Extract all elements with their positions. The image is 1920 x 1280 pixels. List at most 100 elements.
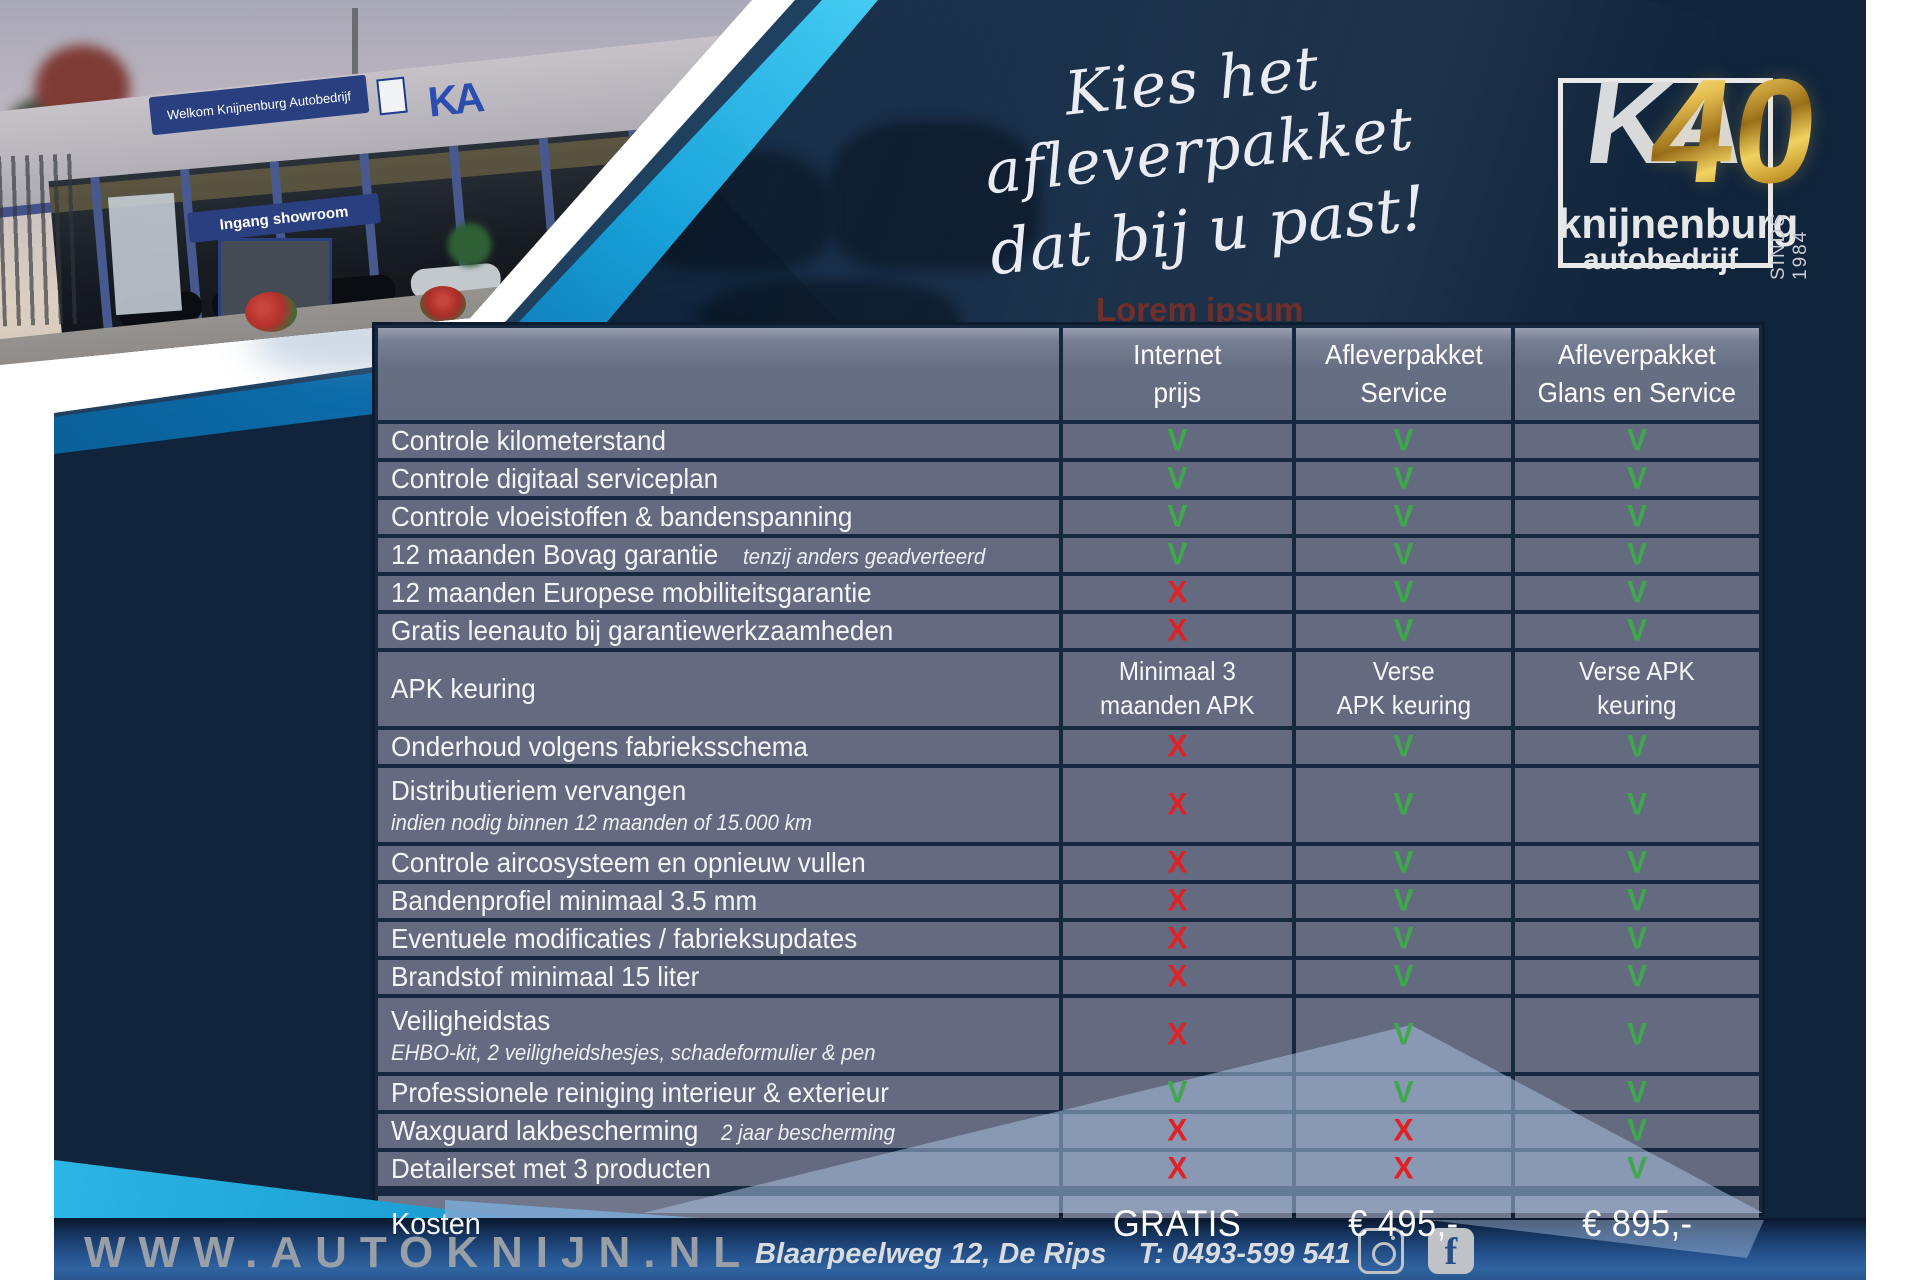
table-cell: V xyxy=(1295,845,1512,880)
table-cell: V xyxy=(1063,537,1292,572)
cross-icon: X xyxy=(1167,729,1188,764)
row-note: 2 jaar bescherming xyxy=(721,1120,896,1145)
table-cell: Detailerset met 3 producten xyxy=(378,1152,1060,1186)
table-cell: 12 maanden Europese mobiliteitsgarantie xyxy=(378,576,1060,610)
table-cell: Controle kilometerstand xyxy=(378,424,1060,458)
table-cell: X xyxy=(1295,1151,1512,1186)
table-cell: Bandenprofiel minimaal 3.5 mm xyxy=(378,884,1060,918)
table-cell: Distributieriem vervangen indien nodig bi… xyxy=(378,768,1060,842)
table-cell: X xyxy=(1063,845,1292,880)
table-cell: V xyxy=(1515,921,1759,956)
flower-basket xyxy=(245,292,297,332)
check-icon: V xyxy=(1627,537,1648,572)
header-row: Internet prijs Afleverpakket Service Aflev… xyxy=(378,328,1759,420)
cell-text: Verse APK keuring xyxy=(1336,656,1471,720)
table-row: Controle vloeistoffen & bandenspanning V V… xyxy=(378,499,1759,534)
table-cell: Onderhoud volgens fabrieksschema xyxy=(378,730,1060,764)
check-icon: V xyxy=(1627,461,1648,496)
table-cell: V xyxy=(1295,729,1512,764)
table-cell: X xyxy=(1295,1113,1512,1148)
table-cell: V xyxy=(1515,1113,1759,1148)
table-cell: V xyxy=(1515,499,1759,534)
table-cell: Afleverpakket Glans en Service xyxy=(1515,328,1759,420)
table-cell: Eventuele modificaties / fabrieksupdates xyxy=(378,922,1060,956)
table-row: Controle aircosysteem en opnieuw vullen X… xyxy=(378,845,1759,880)
check-icon: V xyxy=(1393,461,1414,496)
table-row: 12 maanden Bovag garantie tenzij anders … xyxy=(378,537,1759,572)
table-row: Controle digitaal serviceplan V V V xyxy=(378,461,1759,496)
check-icon: V xyxy=(1627,613,1648,648)
table-row: Distributieriem vervangen indien nodig bi… xyxy=(378,768,1759,842)
table-cell xyxy=(378,328,1060,420)
check-icon: V xyxy=(1627,787,1648,822)
cross-icon: X xyxy=(1167,1113,1188,1148)
table-cell: X xyxy=(1063,959,1292,994)
check-icon: V xyxy=(1393,613,1414,648)
package-comparison-table: Internet prijs Afleverpakket Service Aflev… xyxy=(372,322,1765,1252)
table-row: Detailerset met 3 producten X X V xyxy=(378,1151,1759,1186)
check-icon: V xyxy=(1167,423,1188,458)
table-cell: V xyxy=(1063,423,1292,458)
check-icon: V xyxy=(1627,1151,1648,1186)
row-note: tenzij anders geadverteerd xyxy=(742,544,986,569)
address-text: Blaarpeelweg 12, De Rips xyxy=(755,1238,1107,1270)
instagram-icon[interactable] xyxy=(1358,1228,1404,1274)
flower-basket xyxy=(420,286,466,322)
cross-icon: X xyxy=(1393,1151,1414,1186)
row-label: Distributieriem vervangen xyxy=(391,774,687,806)
logo-frame xyxy=(1558,78,1773,268)
right-white-strip xyxy=(1866,0,1920,1280)
table-cell: V xyxy=(1295,575,1512,610)
table-body: Internet prijs Afleverpakket Service Aflev… xyxy=(378,328,1759,1252)
check-icon: V xyxy=(1627,729,1648,764)
instagram-lens xyxy=(1372,1242,1396,1266)
table-cell: X xyxy=(1063,883,1292,918)
check-icon: V xyxy=(1393,575,1414,610)
logo-since-text: SINDS 1984 xyxy=(1768,211,1811,280)
table-row: Bandenprofiel minimaal 3.5 mm X V V xyxy=(378,883,1759,918)
table-cell: Controle aircosysteem en opnieuw vullen xyxy=(378,846,1060,880)
table-cell: V xyxy=(1295,921,1512,956)
check-icon: V xyxy=(1627,921,1648,956)
row-label: Controle vloeistoffen & bandenspanning xyxy=(391,501,853,532)
check-icon: V xyxy=(1167,537,1188,572)
table-cell: V xyxy=(1515,613,1759,648)
row-label: Controle kilometerstand xyxy=(391,425,667,456)
table-cell: Controle vloeistoffen & bandenspanning xyxy=(378,500,1060,534)
table-cell: X xyxy=(1063,998,1292,1072)
check-icon: V xyxy=(1393,729,1414,764)
check-icon: V xyxy=(1167,461,1188,496)
row-label: Gratis leenauto bij garantiewerkzaamhede… xyxy=(391,615,894,646)
table-cell: V xyxy=(1515,1151,1759,1186)
table-cell: APK keuring xyxy=(378,652,1060,726)
facade-ka-logo: KA xyxy=(425,73,483,126)
facebook-icon[interactable]: f xyxy=(1428,1228,1474,1274)
kosten-value: € 495,- xyxy=(1348,1203,1459,1244)
cell-text: Minimaal 3 maanden APK xyxy=(1100,656,1255,720)
table-cell: V xyxy=(1063,1075,1292,1110)
row-label: Onderhoud volgens fabrieksschema xyxy=(391,731,808,762)
table-cell: V xyxy=(1515,768,1759,842)
logo-company-sub: autobedrijf xyxy=(1583,243,1738,276)
logo-company-name: knijnenburg xyxy=(1558,200,1799,247)
cross-icon: X xyxy=(1167,1151,1188,1186)
check-icon: V xyxy=(1393,787,1414,822)
welcome-sign-text: Welkom Knijnenburg Autobedrijf xyxy=(166,87,352,123)
cross-icon: X xyxy=(1167,613,1188,648)
kosten-value: € 895,- xyxy=(1581,1203,1693,1244)
check-icon: V xyxy=(1393,959,1414,994)
table-row: Controle kilometerstand V V V xyxy=(378,423,1759,458)
check-icon: V xyxy=(1627,1075,1648,1110)
check-icon: V xyxy=(1393,423,1414,458)
check-icon: V xyxy=(1393,1017,1414,1052)
table-cell: V xyxy=(1295,998,1512,1072)
fence xyxy=(0,153,83,327)
table-cell: V xyxy=(1295,499,1512,534)
website-link[interactable]: WWW.AUTOKNIJN.NL xyxy=(84,1228,754,1277)
table-cell: V xyxy=(1295,959,1512,994)
table-row: Veiligheidstas EHBO-kit, 2 veiligheidshes… xyxy=(378,998,1759,1072)
table-cell: Verse APK keuring xyxy=(1515,652,1759,726)
row-label: Waxguard lakbescherming xyxy=(391,1115,699,1146)
column-header: Afleverpakket Service xyxy=(1324,339,1483,408)
check-icon: V xyxy=(1167,499,1188,534)
